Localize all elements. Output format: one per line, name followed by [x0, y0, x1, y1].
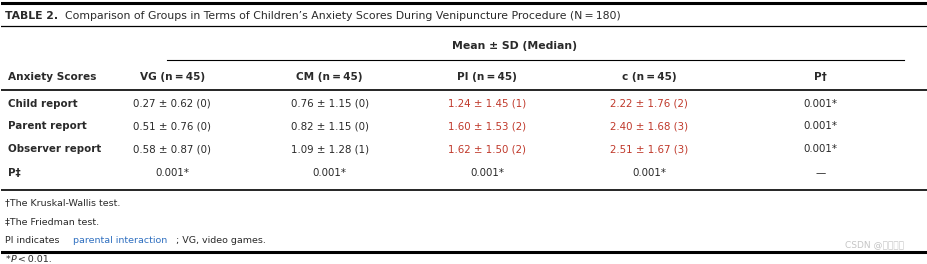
Text: Comparison of Groups in Terms of Children’s Anxiety Scores During Venipuncture P: Comparison of Groups in Terms of Childre… [58, 11, 620, 21]
Text: 2.40 ± 1.68 (3): 2.40 ± 1.68 (3) [610, 121, 688, 131]
Text: Observer report: Observer report [8, 144, 101, 154]
Text: 2.22 ± 1.76 (2): 2.22 ± 1.76 (2) [610, 98, 688, 109]
Text: 0.51 ± 0.76 (0): 0.51 ± 0.76 (0) [133, 121, 210, 131]
Text: 1.60 ± 1.53 (2): 1.60 ± 1.53 (2) [448, 121, 526, 131]
Text: 0.001*: 0.001* [312, 168, 347, 178]
Text: 0.27 ± 0.62 (0): 0.27 ± 0.62 (0) [133, 98, 210, 109]
Text: P†: P† [813, 72, 826, 82]
Text: 1.62 ± 1.50 (2): 1.62 ± 1.50 (2) [448, 144, 526, 154]
Text: 0.001*: 0.001* [803, 98, 837, 109]
Text: P‡: P‡ [8, 168, 20, 178]
Text: TABLE 2.: TABLE 2. [6, 11, 58, 21]
Text: PI (n = 45): PI (n = 45) [457, 72, 516, 82]
Text: 2.51 ± 1.67 (3): 2.51 ± 1.67 (3) [610, 144, 688, 154]
Text: 0.001*: 0.001* [155, 168, 189, 178]
Text: 0.76 ± 1.15 (0): 0.76 ± 1.15 (0) [290, 98, 368, 109]
Text: CM (n = 45): CM (n = 45) [296, 72, 362, 82]
Text: c (n = 45): c (n = 45) [621, 72, 676, 82]
Text: Mean ± SD (Median): Mean ± SD (Median) [452, 41, 577, 51]
Text: VG (n = 45): VG (n = 45) [139, 72, 205, 82]
Text: 0.001*: 0.001* [470, 168, 503, 178]
Text: PI indicates: PI indicates [6, 236, 63, 245]
Text: —: — [815, 168, 825, 178]
Text: 0.58 ± 0.87 (0): 0.58 ± 0.87 (0) [133, 144, 210, 154]
Text: *: * [6, 255, 10, 264]
Text: Anxiety Scores: Anxiety Scores [8, 72, 96, 82]
Text: ‡The Friedman test.: ‡The Friedman test. [6, 217, 99, 226]
Text: 0.001*: 0.001* [803, 144, 837, 154]
Text: 1.24 ± 1.45 (1): 1.24 ± 1.45 (1) [448, 98, 526, 109]
Text: 1.09 ± 1.28 (1): 1.09 ± 1.28 (1) [290, 144, 368, 154]
Text: parental interaction: parental interaction [72, 236, 167, 245]
Text: 0.001*: 0.001* [631, 168, 666, 178]
Text: Parent report: Parent report [8, 121, 87, 131]
Text: †The Kruskal-Wallis test.: †The Kruskal-Wallis test. [6, 198, 121, 207]
Text: < 0.01.: < 0.01. [16, 255, 51, 264]
Text: 0.82 ± 1.15 (0): 0.82 ± 1.15 (0) [290, 121, 368, 131]
Text: CSDN @易视分析: CSDN @易视分析 [844, 241, 903, 249]
Text: 0.001*: 0.001* [803, 121, 837, 131]
Text: P: P [10, 255, 17, 264]
Text: Child report: Child report [8, 98, 78, 109]
Text: ; VG, video games.: ; VG, video games. [176, 236, 266, 245]
